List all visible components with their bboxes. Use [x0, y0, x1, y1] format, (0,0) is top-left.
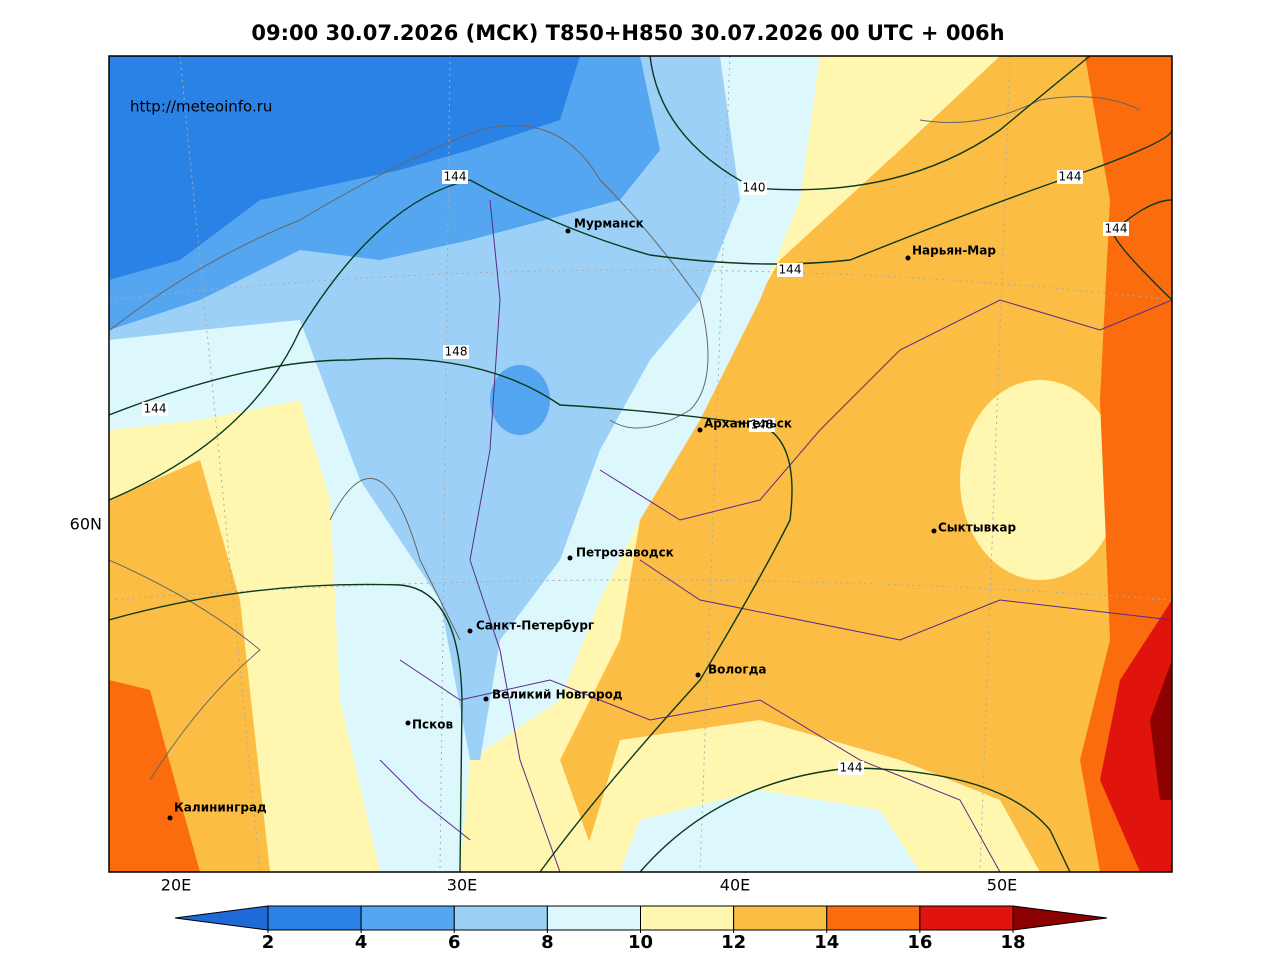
city-label: Архангельск	[704, 417, 792, 431]
city-label: Санкт-Петербург	[476, 619, 594, 633]
field	[1150, 660, 1172, 800]
colorbar-tick-label: 10	[628, 932, 653, 953]
colorbar-tick-label: 14	[814, 932, 839, 953]
field	[490, 365, 550, 435]
colorbar-box	[360, 905, 455, 931]
contour-label: 140	[743, 181, 766, 195]
colorbar-box	[546, 905, 641, 931]
contour-label-bg	[142, 402, 168, 416]
map: http://meteoinfo.ru	[109, 56, 1172, 872]
contour-line	[649, 56, 1091, 191]
colorbar-box	[267, 905, 362, 931]
contour-label: 144	[1059, 170, 1082, 184]
contour-label: 144	[779, 263, 802, 277]
x-axis-label: 50E	[987, 876, 1017, 895]
colorbar-tick-label: 6	[448, 932, 461, 953]
city-dot	[931, 528, 937, 534]
city-label: Мурманск	[574, 217, 644, 231]
colorbar-tick-label: 18	[1000, 932, 1025, 953]
colorbar-tick-label: 12	[721, 932, 746, 953]
contour-label: 144	[444, 170, 467, 184]
city-label: Сыктывкар	[938, 521, 1016, 535]
city-label: Калининград	[174, 801, 267, 815]
contour-label: 144	[1105, 222, 1128, 236]
field	[109, 56, 580, 280]
city-label: Петрозаводск	[576, 546, 674, 560]
field	[960, 380, 1120, 580]
contour-label: 148	[751, 418, 774, 432]
colorbar-box	[453, 905, 548, 931]
contour-line	[109, 129, 1172, 501]
colorbar-tick-label: 4	[355, 932, 368, 953]
x-axis-label: 20E	[161, 876, 191, 895]
contour-label-bg	[749, 418, 775, 432]
title: 09:00 30.07.2026 (МСК) T850+H850 30.07.2…	[251, 21, 1004, 45]
map-frame	[108, 55, 1173, 873]
city-dot	[483, 696, 489, 702]
colorbar-tick-label: 16	[907, 932, 932, 953]
contour-label-bg	[443, 345, 469, 359]
source-url: http://meteoinfo.ru	[130, 98, 272, 116]
city-label: Великий Новгород	[492, 688, 623, 702]
contour-label-bg	[442, 170, 468, 184]
city-dot	[167, 815, 173, 821]
city-dot	[467, 628, 473, 634]
colorbar-box	[919, 905, 1014, 931]
city-dot	[567, 555, 573, 561]
contour-line	[109, 357, 793, 872]
contour-label: 144	[144, 402, 167, 416]
contour-label-bg	[1057, 170, 1083, 184]
colorbar-extend	[174, 905, 269, 931]
field	[1100, 600, 1172, 872]
colorbar-box	[640, 905, 735, 931]
city-dot	[695, 672, 701, 678]
graticule	[109, 56, 1172, 872]
city-label: Нарьян-Мар	[912, 244, 996, 258]
field	[109, 680, 200, 872]
y-axis-label: 60N	[70, 515, 102, 534]
city-dot	[565, 228, 571, 234]
contour-label-bg	[1103, 222, 1129, 236]
colorbar-tick-label: 2	[262, 932, 275, 953]
contour-label-bg	[777, 263, 803, 277]
border	[379, 199, 1172, 872]
contour-label: 148	[445, 345, 468, 359]
contour-label: 144	[840, 761, 863, 775]
city-dot	[905, 255, 911, 261]
overlays: 20E 30E 40E 50E60N1441401441441441481441481…	[70, 170, 1129, 953]
colorbar-box	[826, 905, 921, 931]
colorbar-tick-label: 8	[541, 932, 554, 953]
city-label: Вологда	[708, 663, 766, 677]
city-dot	[697, 427, 703, 433]
coastline	[109, 96, 1141, 781]
colorbar-extend	[1012, 905, 1108, 931]
contour-label-bg	[838, 761, 864, 775]
colorbar-box	[733, 905, 828, 931]
x-axis-label: 30E	[447, 876, 477, 895]
contour-line	[109, 583, 463, 872]
city-label: Псков	[412, 718, 454, 732]
field	[620, 790, 920, 872]
city-dot	[405, 720, 411, 726]
x-axis-label: 40E	[720, 876, 750, 895]
contour-label-bg	[741, 181, 767, 195]
